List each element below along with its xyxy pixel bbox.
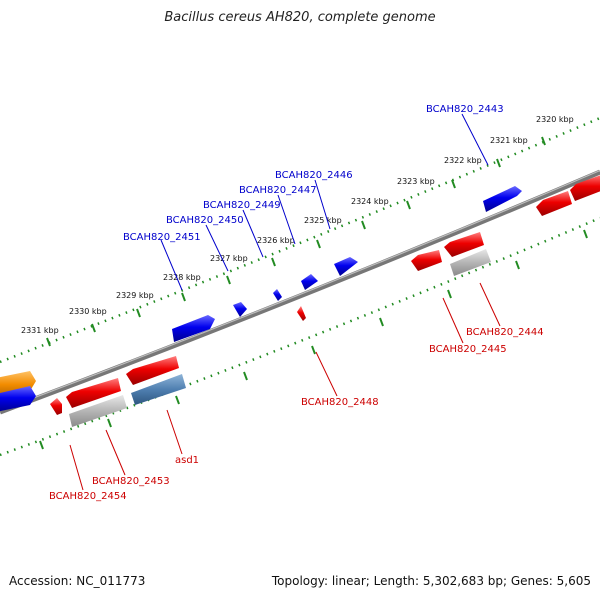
- gene-feature-2452[interactable]: [126, 356, 179, 385]
- gene-feature-2455[interactable]: [50, 398, 62, 415]
- gene-feature-2445[interactable]: [411, 250, 442, 271]
- ruler-label-2331: 2331 kbp: [21, 326, 59, 335]
- forward-genes: [0, 186, 522, 412]
- reverse-genes: [50, 174, 600, 427]
- gene-feature-2444-b[interactable]: [450, 249, 491, 276]
- gene-feature-2454[interactable]: [66, 378, 121, 408]
- ruler-label-2330: 2330 kbp: [69, 307, 107, 316]
- gene-feature-2443[interactable]: [483, 186, 522, 212]
- gene-label-asd1[interactable]: asd1: [175, 455, 199, 466]
- ruler-label-2321: 2321 kbp: [490, 136, 528, 145]
- forward-gene-labels: BCAH820_2443 BCAH820_2446 BCAH820_2447 B…: [123, 104, 504, 243]
- gene-label-2448[interactable]: BCAH820_2448: [301, 397, 379, 408]
- gene-label-2454[interactable]: BCAH820_2454: [49, 491, 127, 502]
- gene-label-2453[interactable]: BCAH820_2453: [92, 476, 170, 487]
- gene-label-2450[interactable]: BCAH820_2450: [166, 215, 244, 226]
- map-title: Bacillus cereus AH820, complete genome: [164, 10, 436, 25]
- genome-summary-text: Topology: linear; Length: 5,302,683 bp; …: [271, 574, 591, 588]
- gene-feature-2444-a[interactable]: [444, 232, 484, 257]
- gene-feature-asd1[interactable]: [131, 374, 186, 405]
- backbone-highlight: [0, 169, 600, 412]
- upper-ruler: [0, 116, 600, 364]
- gene-feature-2446[interactable]: [334, 257, 358, 276]
- ruler-label-2329: 2329 kbp: [116, 291, 154, 300]
- accession-text: Accession: NC_011773: [9, 574, 146, 588]
- gene-label-2451[interactable]: BCAH820_2451: [123, 232, 201, 243]
- gene-label-2447[interactable]: BCAH820_2447: [239, 185, 317, 196]
- gene-feature-2448[interactable]: [297, 306, 306, 321]
- ruler-label-2326: 2326 kbp: [257, 236, 295, 245]
- gene-feature-2442[interactable]: [536, 191, 572, 216]
- gene-feature-2451[interactable]: [172, 315, 215, 342]
- ruler-label-2320: 2320 kbp: [536, 115, 574, 124]
- reverse-leader-lines: [69, 282, 501, 491]
- ruler-label-2327: 2327 kbp: [210, 254, 248, 263]
- gene-feature-2450[interactable]: [233, 302, 247, 317]
- gene-label-2443[interactable]: BCAH820_2443: [426, 104, 504, 115]
- genome-backbone: [0, 169, 600, 415]
- ruler-label-2323: 2323 kbp: [397, 177, 435, 186]
- gene-feature-2449[interactable]: [273, 289, 282, 301]
- gene-label-2445[interactable]: BCAH820_2445: [429, 344, 507, 355]
- lower-ruler: [0, 216, 600, 457]
- forward-leader-lines: [160, 113, 489, 291]
- gene-label-2449[interactable]: BCAH820_2449: [203, 200, 281, 211]
- lower-ruler-major-ticks: [39, 229, 588, 450]
- ruler-label-2328: 2328 kbp: [163, 273, 201, 282]
- ruler-label-2322: 2322 kbp: [444, 156, 482, 165]
- gene-feature-2453[interactable]: [69, 395, 127, 427]
- upper-ruler-major-ticks: [46, 136, 546, 347]
- gene-label-2446[interactable]: BCAH820_2446: [275, 170, 353, 181]
- gene-label-2444[interactable]: BCAH820_2444: [466, 327, 544, 338]
- ruler-label-2324: 2324 kbp: [351, 197, 389, 206]
- ruler-labels: 2320 kbp 2321 kbp 2322 kbp 2323 kbp 2324…: [21, 115, 574, 335]
- gene-feature-edge[interactable]: [0, 386, 36, 412]
- gene-feature-2447[interactable]: [301, 274, 318, 290]
- gene-feature-2441[interactable]: [570, 174, 600, 201]
- ruler-label-2325: 2325 kbp: [304, 216, 342, 225]
- reverse-gene-labels: BCAH820_2444 BCAH820_2445 BCAH820_2448 a…: [49, 327, 544, 502]
